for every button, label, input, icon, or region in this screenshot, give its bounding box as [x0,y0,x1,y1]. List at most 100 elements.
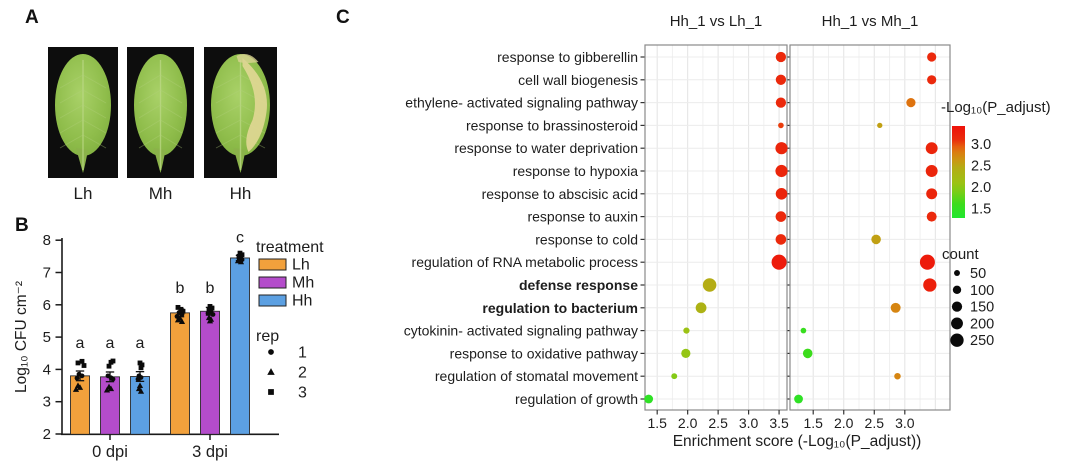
go-term-label: regulation of stomatal movement [435,368,638,384]
y-tick-label: 2 [43,426,51,443]
rep-marker-square [180,308,186,314]
panel-c-chart: response to gibberellin cell wall biogene… [404,13,1051,450]
rep-marker-triangle [137,388,145,394]
color-legend-tick-label: 2.5 [971,159,991,175]
size-legend-label: 250 [970,333,994,349]
y-tick-label: 5 [43,329,51,346]
enrichment-dot [923,278,937,292]
significance-letter: c [236,229,244,246]
size-legend-label: 50 [970,266,986,282]
size-legend-label: 150 [970,300,994,316]
y-tick-label: 8 [43,232,51,249]
rep-legend-title: rep [256,328,279,345]
significance-letter: a [136,335,145,352]
leaf-petiole [153,148,166,173]
facet-title: Hh_1 vs Lh_1 [670,13,763,30]
go-term-label: response to brassinosteroid [466,117,638,133]
rep-legend-label: 3 [298,385,307,402]
rep-marker-triangle [178,318,186,324]
enrichment-dot [775,74,787,85]
x-group-label: 0 dpi [92,443,128,461]
size-legend-dot [951,317,963,330]
rep-marker-square [110,358,116,364]
enrichment-dot [644,394,654,404]
significance-letter: a [76,335,85,352]
x-tick-label: 3.5 [769,415,789,431]
enrichment-dot [681,348,691,359]
rep-marker-square [209,305,215,311]
size-legend-dot [950,333,964,347]
y-tick-label: 3 [43,394,51,411]
rep-marker-triangle [136,382,144,388]
rep-legend-label: 2 [298,365,307,382]
rep-marker-square [79,358,85,364]
panel-b-chart: 2 3 4 5 6 7 8 Log₁₀ CFU cm⁻² a b a b a c 0 dpi 3 dpi tre… [13,229,324,461]
enrichment-dot [894,372,901,380]
rep-marker-square [268,389,274,395]
enrichment-dot [778,122,784,129]
rep-marker-circle [74,375,80,381]
x-tick-label: 2.5 [865,415,885,431]
enrichment-dot [890,302,901,313]
x-axis-title: Enrichment score (-Log₁₀(P_adjust)) [673,433,922,450]
enrichment-dot [927,52,937,62]
go-term-label: response to auxin [527,209,638,225]
rep-marker-triangle [107,385,115,392]
enrichment-dot [775,51,787,63]
go-term-label: regulation of RNA metabolic process [412,254,638,270]
size-legend-label: 100 [970,283,994,299]
rep-marker-circle [210,312,216,317]
leaf-photo-Mh: Mh [127,47,194,203]
bar-Lh-3dpi [170,312,190,435]
facet-panel-border [644,44,788,411]
rep-marker-square [75,360,81,366]
go-term-label: cytokinin- activated signaling pathway [404,323,638,339]
enrichment-dot [802,348,813,359]
enrichment-dot [925,142,938,155]
size-legend-dot [952,285,962,294]
go-term-label: response to oxidative pathway [450,345,638,361]
significance-letter: b [206,280,215,297]
enrichment-dot [926,211,937,222]
rep-marker-circle [268,349,274,355]
x-tick-label: 1.5 [803,415,823,431]
panel-c-label: C [336,7,350,28]
y-tick-label: 7 [43,265,51,282]
facet-title: Hh_1 vs Mh_1 [822,13,919,30]
legend-label: Mh [292,275,314,292]
leaf-petiole [233,148,246,173]
go-term-label: regulation to bacterium [482,300,638,316]
rep-marker-square [139,362,145,368]
leaf-damage-patch [236,54,259,63]
enrichment-dot [775,188,788,200]
leaf-label: Mh [149,184,173,203]
legend-swatch-Mh [258,276,287,289]
enrichment-dot [775,211,787,222]
rep-marker-square [175,304,181,310]
enrichment-dot [794,394,803,404]
legend-swatch-Hh [258,294,287,307]
leaf-petiole [76,148,88,173]
panel-b-label: B [15,215,29,236]
leaf-photo-Hh: Hh [204,47,277,203]
rep-marker-circle [110,376,116,382]
go-term-label: response to abscisic acid [482,186,638,202]
leaf-photo-Lh: Lh [48,47,118,203]
facet-panel-border [789,44,951,411]
y-tick-label: 4 [43,361,51,378]
color-gradient-bar [952,126,965,218]
enrichment-dot [671,373,678,380]
significance-letter: b [176,280,185,297]
rep-marker-circle [79,373,85,379]
go-term-label: defense response [519,277,638,293]
rep-marker-triangle [103,386,111,393]
rep-marker-triangle [76,384,84,390]
size-legend-dot [954,270,960,276]
enrichment-dot [775,164,788,178]
x-tick-label: 3.0 [739,415,759,431]
rep-marker-circle [179,312,185,317]
significance-letter: a [106,335,115,352]
panel-a-label: A [25,7,39,28]
rep-marker-triangle [206,317,214,324]
